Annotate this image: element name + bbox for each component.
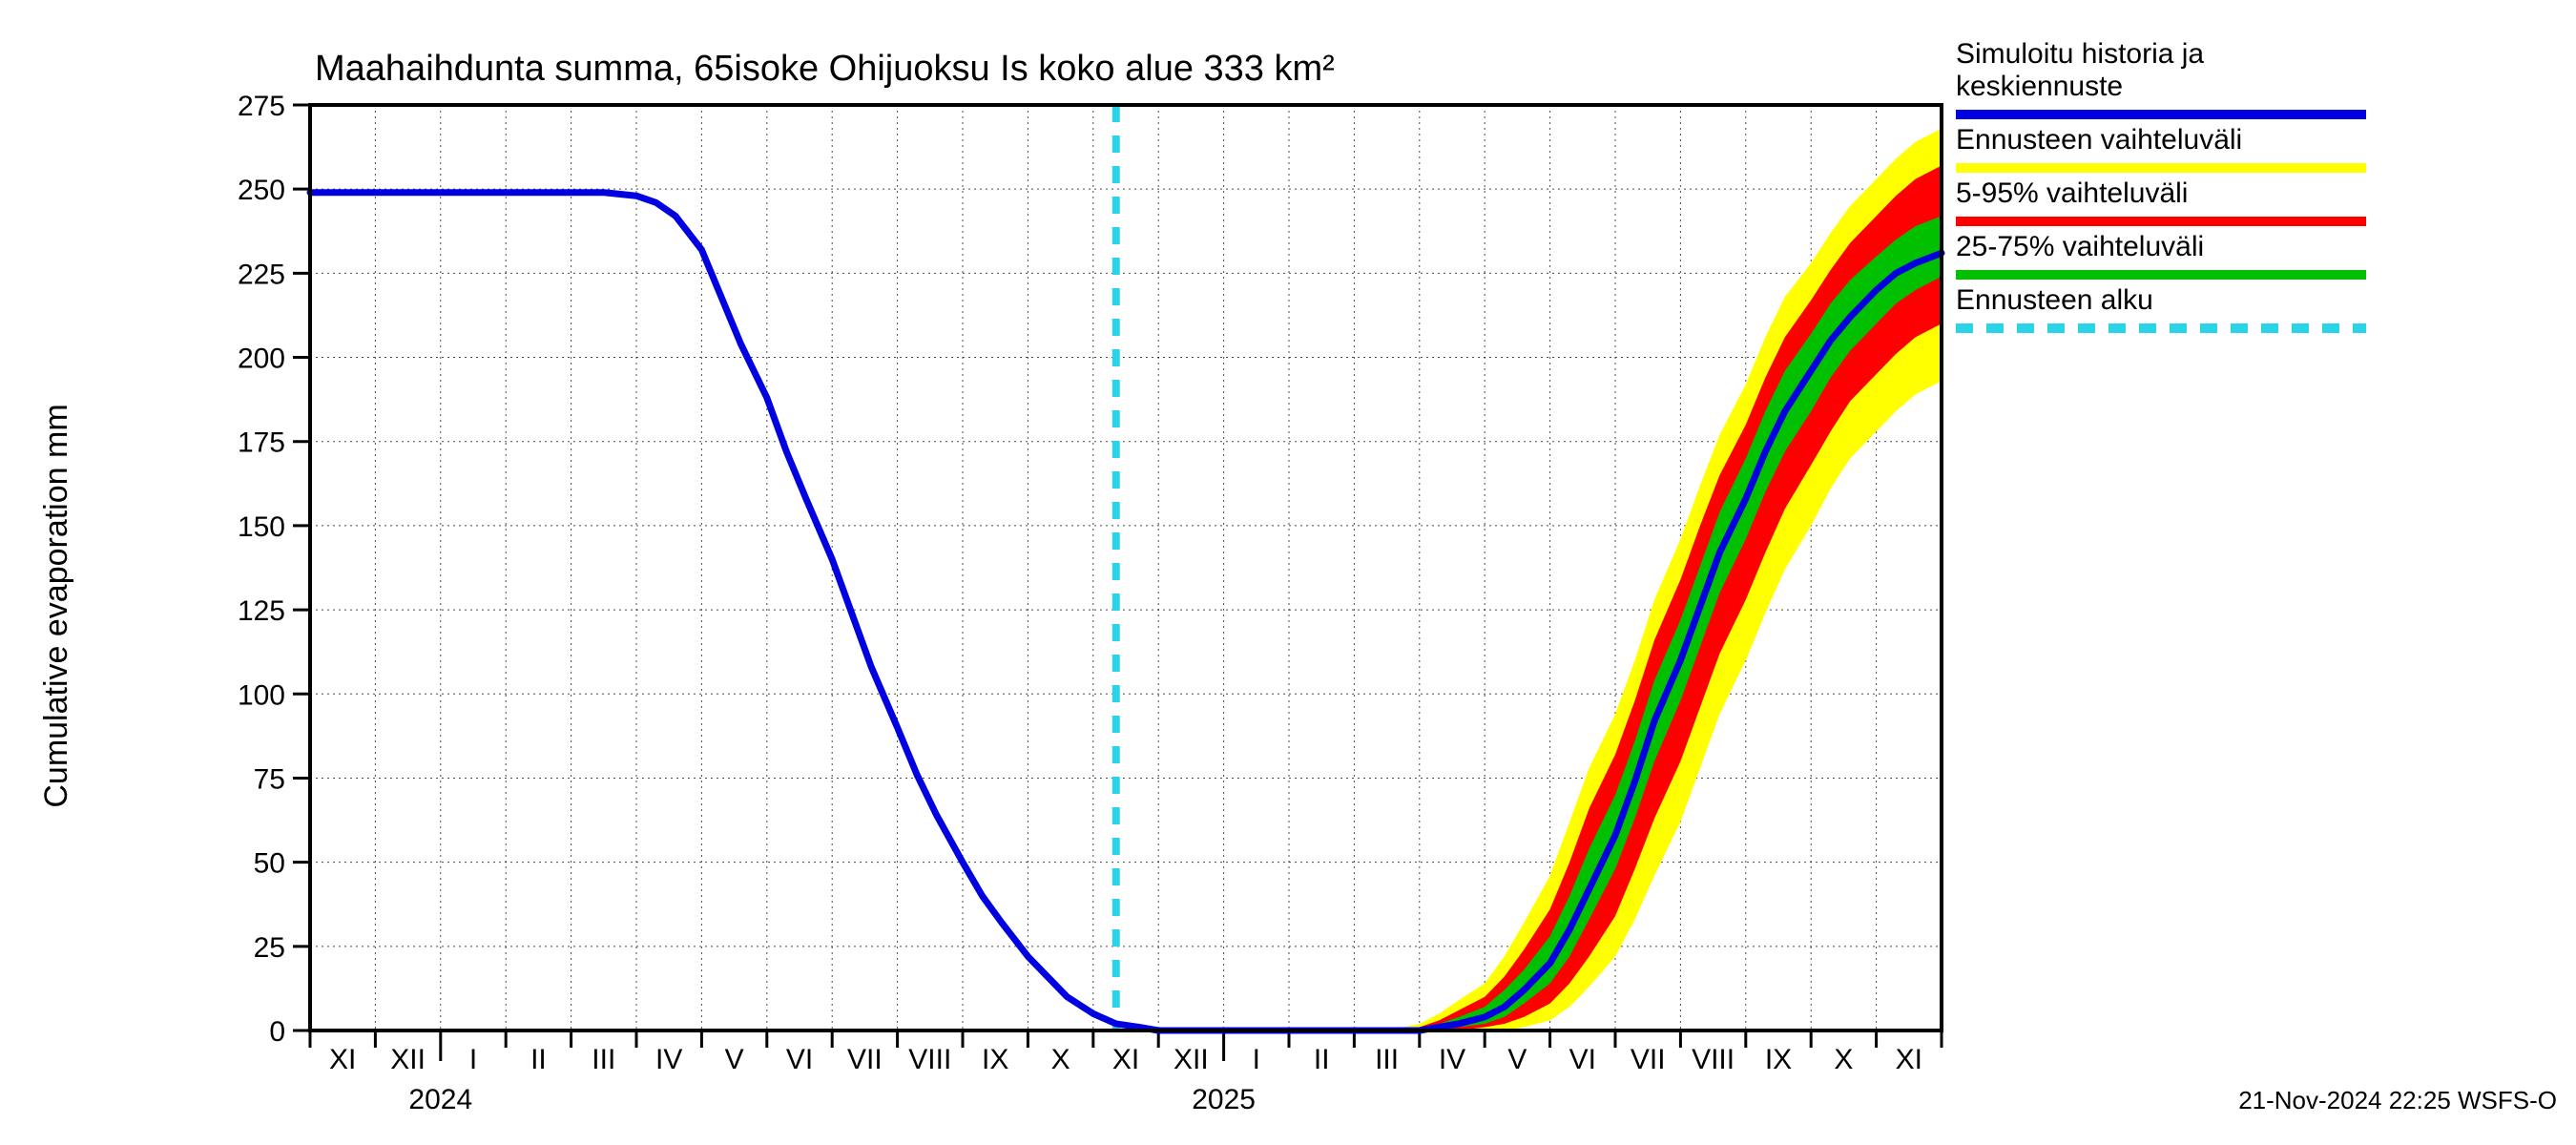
svg-text:VI: VI bbox=[1569, 1044, 1596, 1075]
svg-text:75: 75 bbox=[254, 763, 285, 795]
chart-stage: 0255075100125150175200225250275XIXIIIIII… bbox=[0, 0, 2576, 1145]
svg-text:50: 50 bbox=[254, 848, 285, 880]
svg-text:IX: IX bbox=[1765, 1044, 1792, 1075]
svg-text:250: 250 bbox=[238, 175, 285, 206]
svg-text:Cumulative evaporation mm: Cumulative evaporation mm bbox=[38, 404, 74, 807]
svg-text:XII: XII bbox=[1174, 1044, 1209, 1075]
svg-text:25-75% vaihteluväli: 25-75% vaihteluväli bbox=[1956, 231, 2204, 262]
svg-text:XI: XI bbox=[329, 1044, 356, 1075]
svg-text:100: 100 bbox=[238, 679, 285, 711]
svg-text:125: 125 bbox=[238, 595, 285, 627]
svg-text:Simuloitu historia ja: Simuloitu historia ja bbox=[1956, 38, 2204, 70]
svg-text:I: I bbox=[1253, 1044, 1260, 1075]
svg-text:200: 200 bbox=[238, 344, 285, 375]
svg-text:I: I bbox=[469, 1044, 477, 1075]
svg-text:175: 175 bbox=[238, 427, 285, 459]
svg-text:21-Nov-2024 22:25 WSFS-O: 21-Nov-2024 22:25 WSFS-O bbox=[2238, 1086, 2557, 1114]
chart-svg: 0255075100125150175200225250275XIXIIIIII… bbox=[0, 0, 2576, 1145]
svg-text:5-95% vaihteluväli: 5-95% vaihteluväli bbox=[1956, 177, 2188, 209]
svg-text:2025: 2025 bbox=[1192, 1084, 1256, 1115]
chart-title: Maahaihdunta summa, 65isoke Ohijuoksu Is… bbox=[315, 49, 1335, 89]
svg-text:III: III bbox=[592, 1044, 615, 1075]
svg-text:keskiennuste: keskiennuste bbox=[1956, 71, 2123, 102]
svg-text:VII: VII bbox=[847, 1044, 883, 1075]
svg-text:XII: XII bbox=[390, 1044, 426, 1075]
svg-text:Ennusteen alku: Ennusteen alku bbox=[1956, 284, 2153, 316]
svg-text:225: 225 bbox=[238, 259, 285, 290]
svg-text:IX: IX bbox=[982, 1044, 1008, 1075]
svg-text:III: III bbox=[1375, 1044, 1399, 1075]
svg-text:II: II bbox=[530, 1044, 547, 1075]
svg-text:V: V bbox=[1507, 1044, 1527, 1075]
svg-text:VIII: VIII bbox=[1692, 1044, 1735, 1075]
svg-text:IV: IV bbox=[1439, 1044, 1465, 1075]
svg-text:II: II bbox=[1314, 1044, 1330, 1075]
svg-text:X: X bbox=[1834, 1044, 1853, 1075]
svg-text:XI: XI bbox=[1896, 1044, 1922, 1075]
svg-text:X: X bbox=[1051, 1044, 1070, 1075]
svg-text:25: 25 bbox=[254, 932, 285, 964]
svg-text:VII: VII bbox=[1631, 1044, 1666, 1075]
svg-text:0: 0 bbox=[269, 1016, 285, 1048]
svg-text:VI: VI bbox=[786, 1044, 813, 1075]
svg-text:V: V bbox=[725, 1044, 744, 1075]
svg-text:IV: IV bbox=[655, 1044, 682, 1075]
svg-text:VIII: VIII bbox=[908, 1044, 951, 1075]
svg-text:XI: XI bbox=[1112, 1044, 1139, 1075]
svg-text:275: 275 bbox=[238, 91, 285, 122]
svg-text:2024: 2024 bbox=[408, 1084, 472, 1115]
svg-text:150: 150 bbox=[238, 511, 285, 543]
svg-text:Ennusteen vaihteluväli: Ennusteen vaihteluväli bbox=[1956, 124, 2242, 156]
